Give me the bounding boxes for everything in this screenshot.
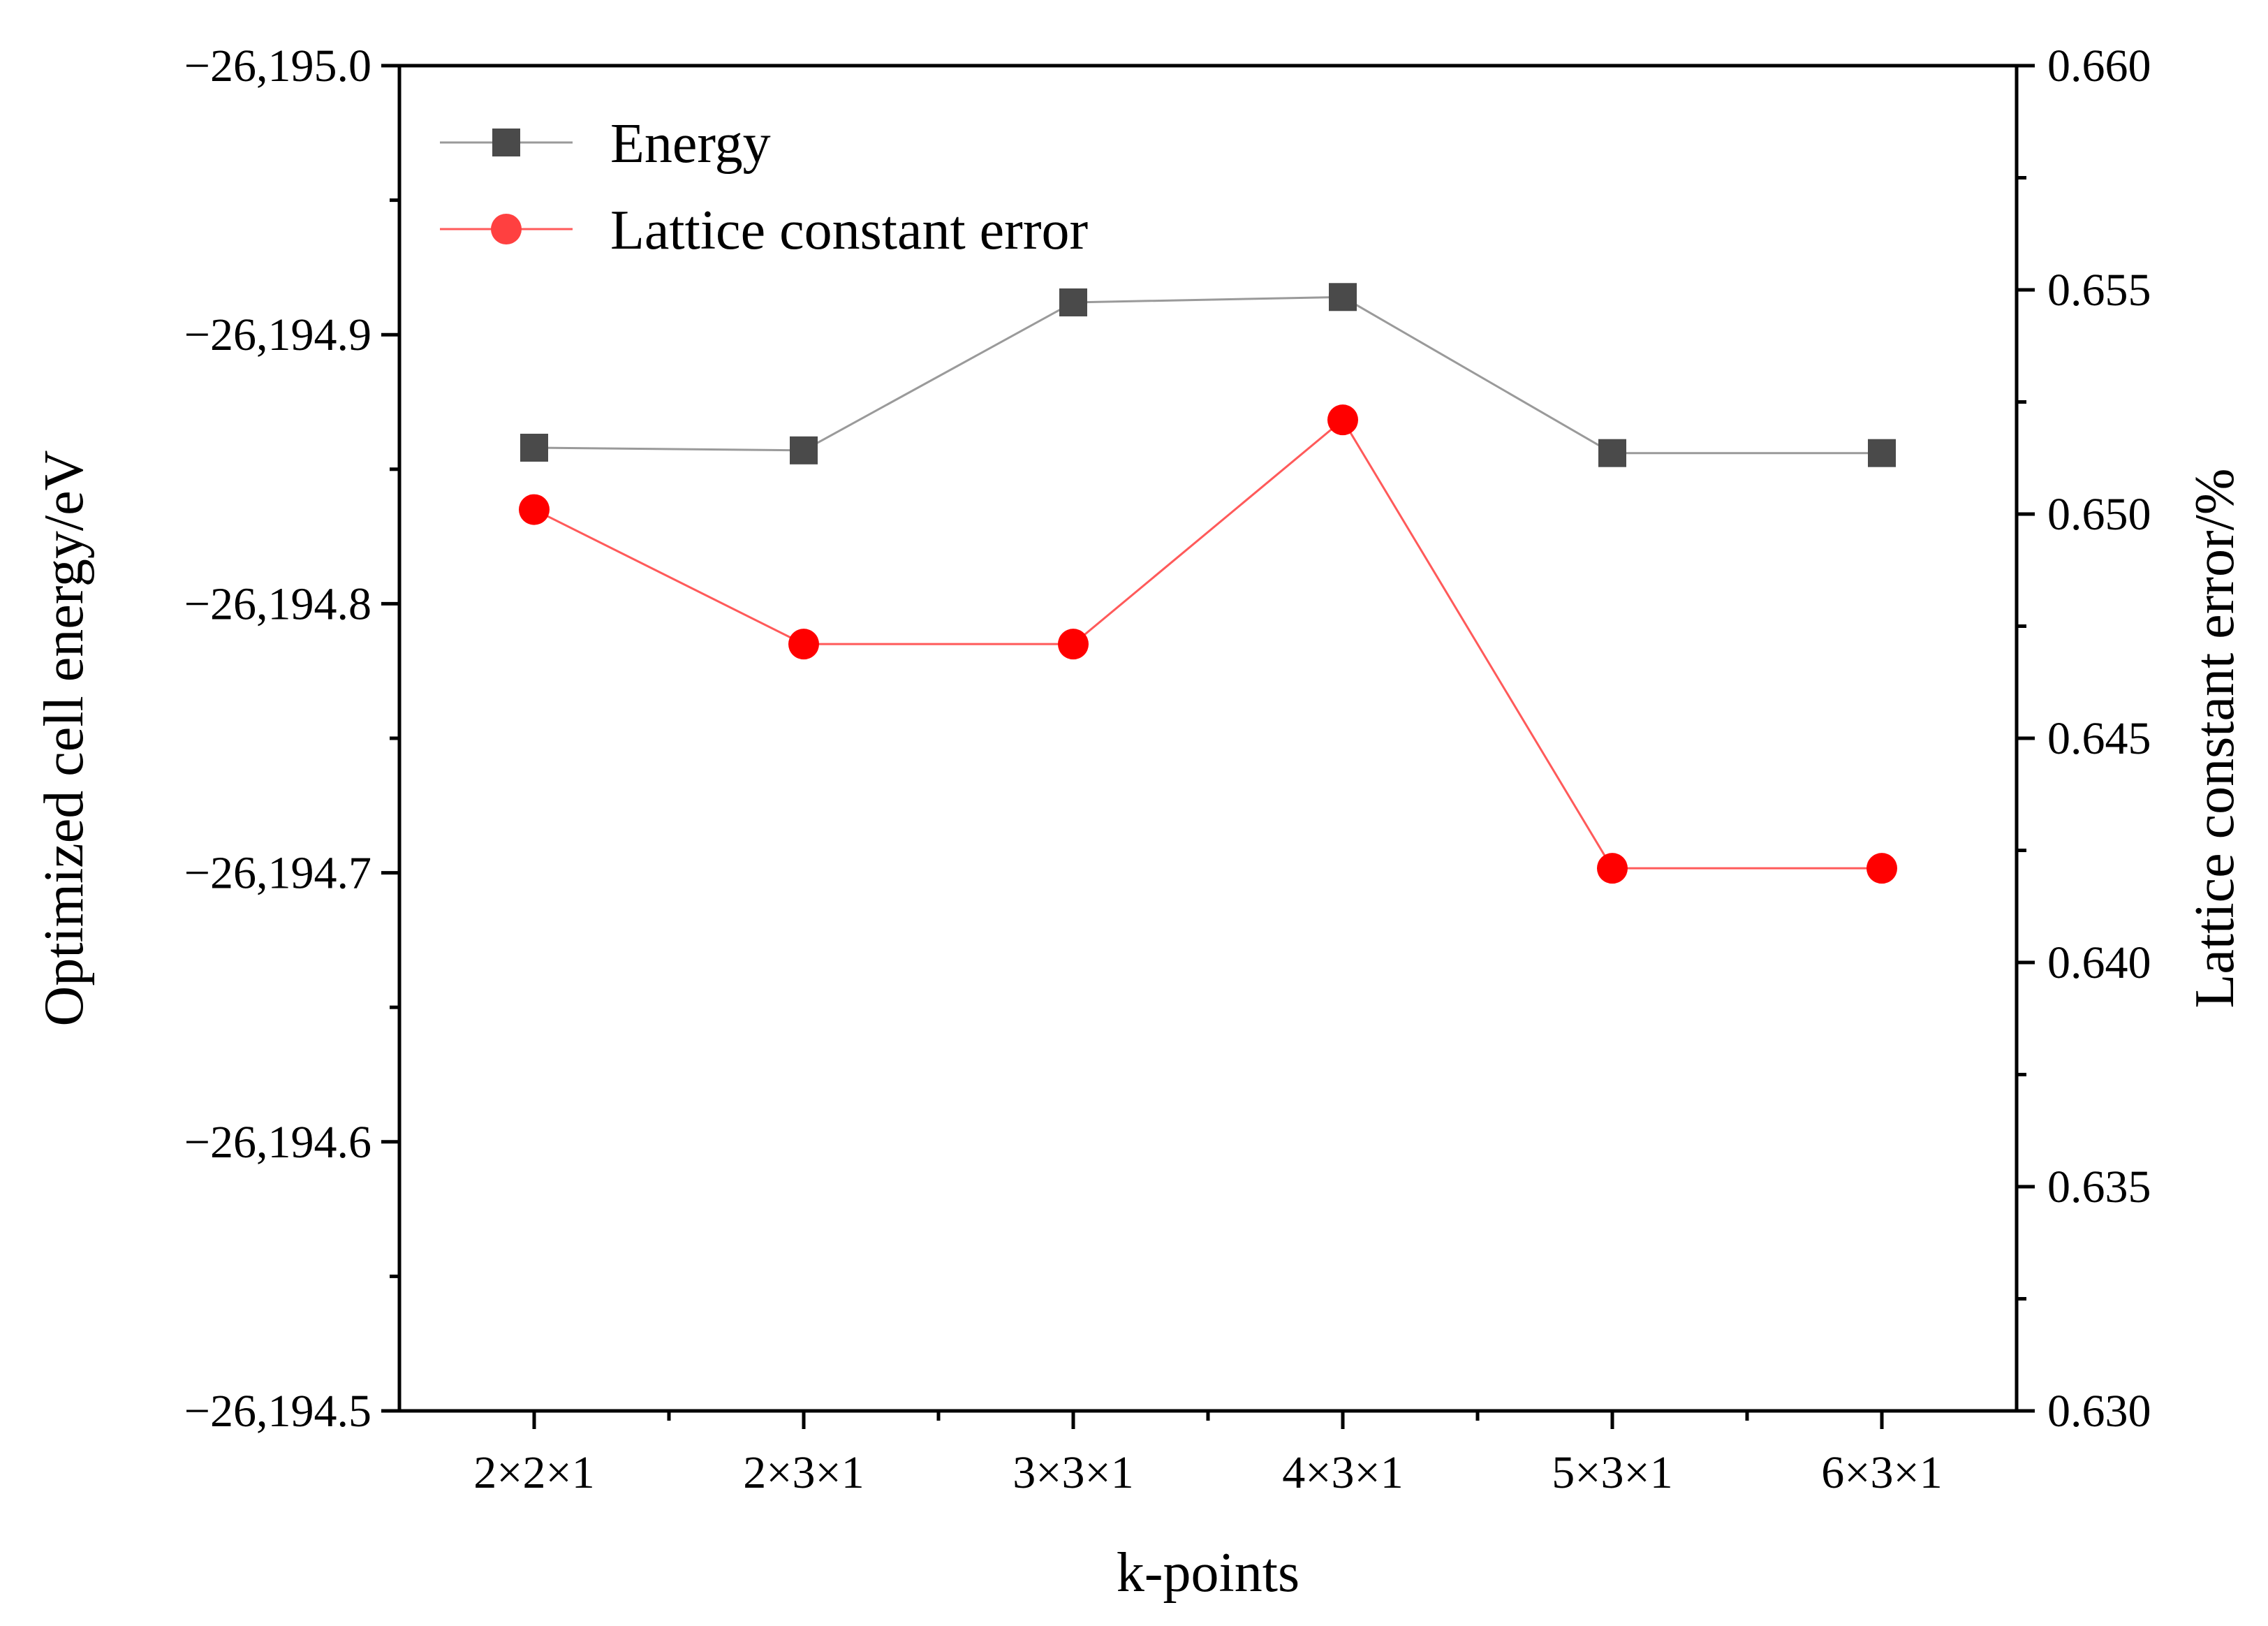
plot-frame	[397, 64, 2019, 1413]
lattice-error-point	[1597, 853, 1628, 884]
right-tick-label: 0.640	[2047, 937, 2151, 988]
energy-point	[1059, 288, 1087, 316]
x-tick-label: 6×3×1	[1821, 1447, 1942, 1498]
x-tick-label: 4×3×1	[1282, 1447, 1403, 1498]
left-tick-label: −26,194.5	[184, 1386, 371, 1437]
energy-point	[1868, 439, 1896, 467]
left-y-axis-title: Optimized cell energy/eV	[34, 451, 95, 1027]
right-tick-label: 0.660	[2047, 41, 2151, 91]
energy-point	[1598, 439, 1626, 467]
left-tick-label: −26,194.8	[184, 578, 371, 629]
plot-border	[397, 64, 2019, 1413]
right-tick-label: 0.635	[2047, 1162, 2151, 1213]
left-tick-label: −26,194.6	[184, 1117, 371, 1168]
x-tick-label: 3×3×1	[1012, 1447, 1133, 1498]
energy-point	[1329, 283, 1357, 312]
right-tick-label: 0.650	[2047, 489, 2151, 540]
left-tick-label: −26,195.0	[184, 41, 371, 91]
legend-energy-marker	[492, 129, 520, 156]
x-tick-label: 5×3×1	[1552, 1447, 1672, 1498]
lattice-error-point	[1327, 404, 1358, 436]
x-axis-title: k-points	[1117, 1542, 1299, 1604]
x-axis: 2×2×1 2×3×1 3×3×1 4×3×1 5×3×1 6×3×1	[473, 1411, 1943, 1498]
series-line	[533, 418, 1882, 870]
legend-entry-lattice-constant-error: Lattice constant error	[610, 200, 1088, 261]
right-tick-label: 0.655	[2047, 265, 2151, 316]
legend-entry-energy: Energy	[610, 113, 771, 175]
lattice-error-point	[1058, 629, 1089, 660]
series-lattice-constant-error	[519, 404, 1897, 884]
energy-point	[520, 433, 548, 462]
lattice-error-point	[788, 629, 819, 660]
legend-lattice-marker	[491, 214, 522, 244]
left-tick-label: −26,194.9	[184, 309, 371, 360]
x-tick-label: 2×3×1	[743, 1447, 864, 1498]
series-layer	[519, 283, 1897, 884]
lattice-error-point	[519, 494, 550, 525]
series-energy	[520, 283, 1896, 467]
energy-point	[790, 436, 818, 464]
right-tick-label: 0.645	[2047, 713, 2151, 764]
left-tick-label: −26,194.7	[184, 848, 371, 899]
series-line	[533, 295, 1882, 455]
lattice-error-point	[1866, 853, 1897, 884]
right-y-axis-title: Lattice constant error/%	[2184, 469, 2246, 1009]
right-y-axis: 0.630 0.635 0.640 0.645 0.650 0.655 0.660	[2017, 41, 2151, 1437]
legend: Energy Lattice constant error	[440, 113, 1088, 261]
x-tick-label: 2×2×1	[473, 1447, 594, 1498]
left-y-axis: −26,195.0 −26,194.9 −26,194.8 −26,194.7 −26,…	[184, 41, 399, 1437]
right-tick-label: 0.630	[2047, 1386, 2151, 1437]
